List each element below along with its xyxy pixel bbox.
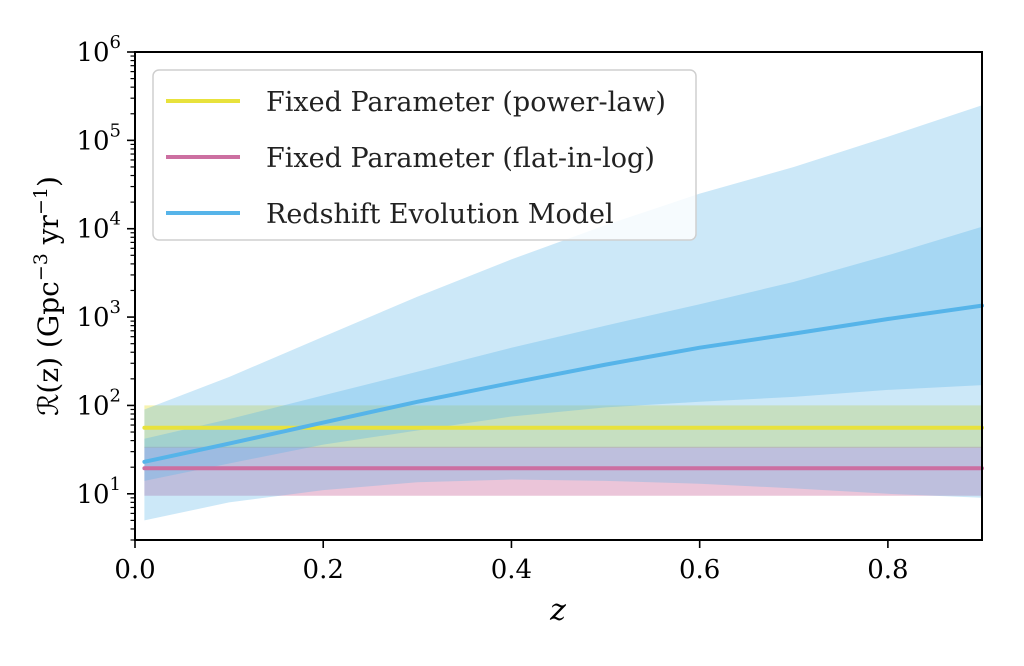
- y-axis: 101 102 103 104 105 106: [76, 32, 135, 541]
- median-lines-layer: [142, 303, 984, 471]
- plot-frame: [134, 51, 983, 541]
- y-axis-title: ℛ(z) (Gpc−3 yr−1): [30, 176, 65, 416]
- y-axis-title-exp1: −3: [30, 253, 52, 281]
- x-tick-label: 0.6: [679, 555, 720, 585]
- y-axis-title-exp2: −1: [30, 187, 52, 215]
- y-tick-label: 102: [76, 385, 121, 421]
- y-tick-label: 101: [76, 474, 121, 510]
- x-tick-label: 0.8: [867, 555, 908, 585]
- y-axis-title-main: ℛ(z) (Gpc: [32, 281, 65, 416]
- y-axis-title-end: ): [32, 176, 65, 187]
- y-tick-label: 104: [76, 209, 121, 245]
- median-line-series-2: [142, 303, 984, 464]
- x-axis-title: z: [549, 593, 566, 628]
- band-outer-series-1: [144, 446, 982, 496]
- x-tick-label: 0.0: [114, 555, 155, 585]
- x-tick-label: 0.4: [491, 555, 532, 585]
- legend-label-series-2: Redshift Evolution Model: [266, 199, 614, 230]
- y-tick-label: 105: [76, 120, 121, 156]
- y-axis-title-mid: yr: [32, 214, 65, 253]
- y-tick-label: 106: [76, 32, 121, 68]
- legend-box: [152, 69, 697, 241]
- legend: Fixed Parameter (power-law) Fixed Paramet…: [152, 69, 697, 241]
- y-tick-label: 103: [76, 297, 121, 333]
- x-axis: 0.0 0.2 0.4 0.6 0.8: [114, 540, 909, 585]
- legend-label-series-1: Fixed Parameter (flat-in-log): [266, 143, 655, 174]
- x-tick-label: 0.2: [303, 555, 344, 585]
- legend-label-series-0: Fixed Parameter (power-law): [266, 87, 666, 118]
